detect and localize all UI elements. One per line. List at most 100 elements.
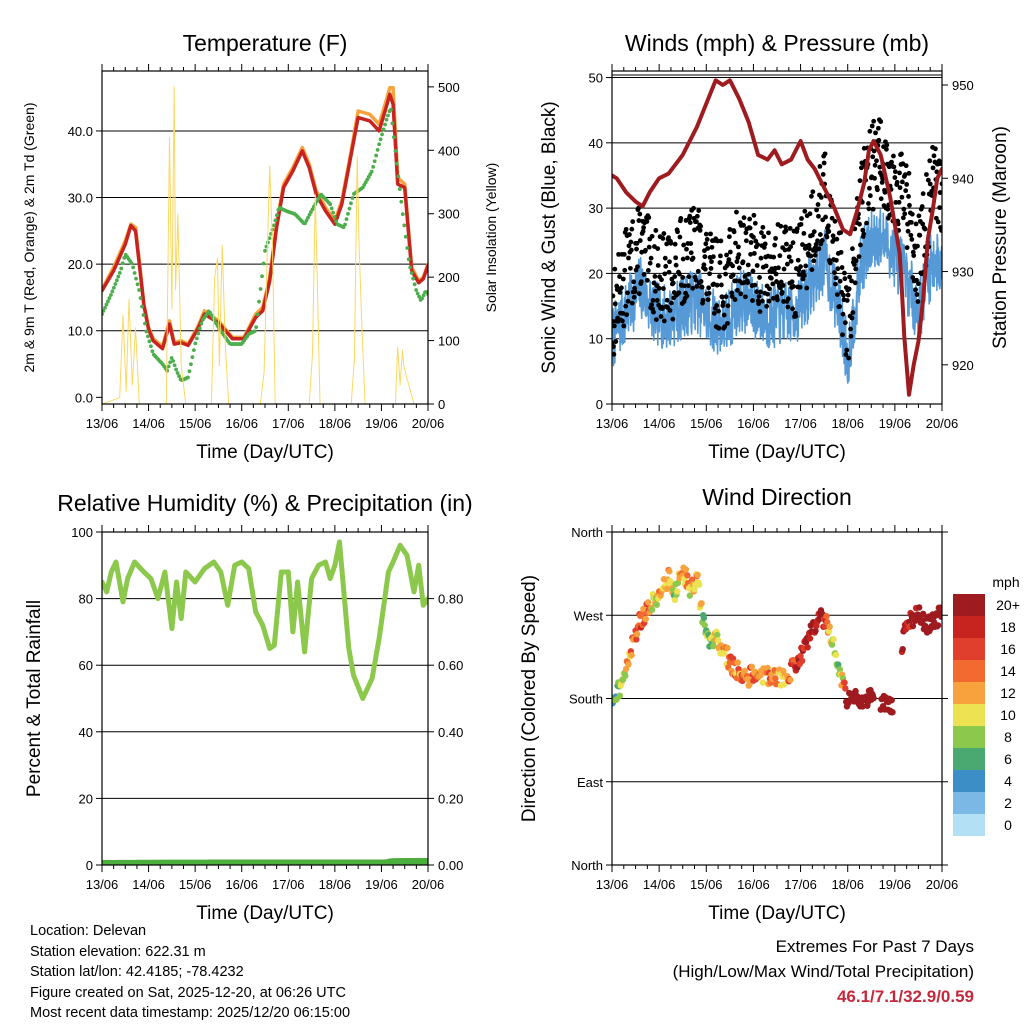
gust-dot [650,297,656,303]
dew-point-dot [334,219,339,224]
gust-dot [740,259,746,265]
gust-dot [660,286,666,291]
gust-dot [794,226,800,232]
gust-dot [826,229,832,234]
direction-dot [909,622,917,630]
dew-point-dot [119,266,124,271]
y-tick-label: 30.0 [68,191,93,206]
direction-dot [622,672,629,680]
gust-dot [813,242,819,247]
gust-dot [904,182,910,187]
dew-point-dot [420,296,424,301]
dew-point-dot [196,331,201,336]
gust-dot [682,283,687,289]
dew-point-dot [403,234,408,239]
dew-point-dot [386,113,390,118]
gust-dot [685,255,690,261]
x-tick-label: 15/06 [690,877,723,892]
gust-dot [781,266,787,272]
gust-dot [785,304,791,310]
direction-dot [642,615,649,623]
gust-dot [819,238,825,243]
gust-dot [878,196,884,202]
gust-dot [853,258,859,264]
created-text: Figure created on Sat, 2025-12-20, at 06… [30,984,346,1001]
dew-point-dot [137,288,141,292]
x-tick-label: 19/06 [879,877,912,892]
gust-dot [891,164,897,170]
gust-dot [909,237,915,242]
colorbar-label: 6 [1004,751,1012,767]
gust-dot [750,268,756,274]
gust-dot [651,309,656,315]
gust-dot [856,254,862,260]
gust-dot [667,308,673,313]
gust-dot [623,226,629,232]
gust-dot [664,297,670,303]
gust-dot [627,232,632,237]
gust-dot [734,209,739,215]
y-tick-label: 20 [589,266,603,281]
gust-dot [735,244,741,250]
dew-point-dot [104,302,109,307]
gust-dot [760,224,766,230]
y-tick-label: 80 [79,592,93,607]
gust-dot [902,211,908,217]
gust-dot [919,204,925,209]
direction-dot [724,644,731,652]
gust-dot [629,300,635,306]
gust-dot [631,279,637,285]
x-tick-label: 14/06 [643,416,676,431]
gust-dot [646,244,652,250]
gust-dot [707,271,712,277]
gust-dot [896,199,902,205]
gust-dot [823,214,828,220]
gust-dot [812,252,818,258]
dew-point-dot [193,341,198,346]
gust-dot [833,275,839,281]
gust-dot [772,242,778,248]
dew-point-dot [390,121,395,126]
colorbar-label: 18 [1000,619,1016,635]
gust-dot [843,352,849,357]
gust-dot [771,254,777,260]
direction-dot [836,666,844,673]
gust-dot [655,246,661,251]
gust-dot [939,228,942,233]
gust-dot [673,255,679,261]
gust-dot [617,289,623,295]
gust-dot [694,213,700,219]
gust-dot [723,294,729,300]
gust-dot [904,245,910,251]
gust-dot [800,242,805,247]
gust-dot [751,251,757,256]
direction-dot [823,612,830,620]
gust-dot [763,263,769,269]
x-tick-label: 17/06 [272,416,305,431]
gust-dot [937,190,942,195]
direction-dot [688,576,696,583]
gust-dot [894,179,900,185]
gust-dot [846,286,852,292]
gust-dot [660,236,666,241]
gust-dot [625,298,631,304]
gust-dot [814,207,819,213]
y2-tick-label: 920 [952,358,974,373]
gust-dot [726,257,732,262]
gust-dot [641,225,646,230]
dew-point-dot [417,294,422,299]
dew-point-dot [399,199,404,204]
gust-dot [661,231,667,236]
gust-dot [655,263,661,268]
x-tick-label: 20/06 [926,877,959,892]
gust-dot [851,262,857,267]
gust-dot [873,130,878,136]
gust-dot [906,194,911,199]
gust-dot [612,293,616,299]
gust-dot [649,233,655,239]
colorbar-swatch [953,616,985,638]
gust-dot [654,298,660,303]
gust-dot [727,249,733,255]
dew-point-dot [141,313,146,317]
dew-point-dot [372,159,377,164]
